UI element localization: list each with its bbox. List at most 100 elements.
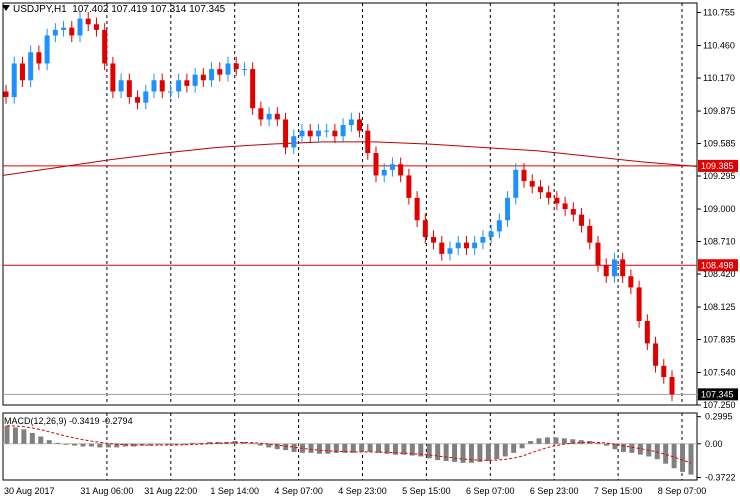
- macd-histogram-bar: [418, 443, 424, 457]
- macd-histogram-bar: [240, 441, 246, 444]
- macd-histogram-bar: [376, 443, 382, 453]
- macd-histogram-bar: [680, 443, 686, 472]
- macd-panel-frame: [2, 412, 698, 481]
- macd-histogram-bar: [654, 443, 660, 460]
- current-price-tag: [698, 388, 738, 401]
- macd-histogram-bar: [443, 443, 449, 461]
- macd-histogram-bar: [511, 443, 517, 453]
- macd-histogram-bar: [232, 441, 238, 444]
- bear-candle: [603, 265, 609, 277]
- bull-candle: [324, 130, 330, 132]
- price-panel-frame: [2, 2, 698, 406]
- y-tick-label: 108.710: [703, 237, 736, 247]
- macd-histogram-bar: [266, 443, 272, 448]
- bull-candle: [192, 74, 198, 86]
- y-tick-label: 107.835: [703, 334, 736, 344]
- bull-candle: [480, 237, 486, 243]
- macd-histogram-bar: [663, 443, 669, 464]
- x-tick-label: 6 Sep 23:00: [530, 486, 579, 496]
- bear-candle: [554, 197, 560, 204]
- macd-histogram-bar: [63, 443, 69, 445]
- macd-histogram-bar: [519, 443, 525, 449]
- y-tick-label: 109.000: [703, 204, 736, 214]
- bull-candle: [505, 197, 511, 221]
- macd-histogram-bar: [553, 437, 559, 444]
- bull-candle: [118, 80, 124, 92]
- bear-candle: [628, 276, 634, 288]
- y-tick-label: 110.170: [703, 73, 735, 83]
- bull-candle: [291, 136, 297, 148]
- macd-histogram-bar: [55, 442, 61, 444]
- bear-candle: [307, 130, 313, 137]
- bear-candle: [357, 119, 363, 131]
- macd-histogram-bar: [72, 443, 78, 446]
- bear-candle: [102, 29, 108, 64]
- bear-candle: [135, 97, 141, 103]
- macd-histogram-bar: [688, 443, 694, 475]
- bear-candle: [184, 80, 190, 86]
- bear-candle: [283, 119, 289, 148]
- macd-histogram-bar: [384, 443, 390, 454]
- macd-histogram-bar: [494, 443, 500, 460]
- macd-histogram-bar: [578, 440, 584, 444]
- bull-candle: [77, 18, 83, 36]
- bear-candle: [93, 24, 99, 30]
- macd-histogram-bar: [88, 443, 94, 447]
- macd-histogram-bar: [477, 443, 483, 462]
- macd-histogram-bar: [308, 443, 314, 453]
- bull-candle: [513, 169, 519, 198]
- bull-candle: [348, 119, 354, 126]
- bull-candle: [28, 52, 34, 81]
- macd-histogram-bar: [274, 443, 280, 450]
- macd-label: MACD(12,26,9) -0.3419 -0.2794: [4, 416, 133, 426]
- bear-candle: [69, 27, 75, 36]
- bull-candle: [44, 35, 50, 64]
- bear-candle: [521, 169, 527, 182]
- macd-histogram-bar: [173, 443, 179, 445]
- macd-histogram-bar: [29, 432, 35, 444]
- bear-candle: [110, 63, 116, 92]
- bull-candle: [340, 125, 346, 137]
- macd-histogram-bar: [671, 443, 677, 469]
- x-tick-label: 6 Sep 07:00: [466, 486, 515, 496]
- macd-histogram-bar: [12, 427, 18, 444]
- x-tick-label: 4 Sep 07:00: [274, 486, 323, 496]
- bull-candle: [455, 242, 461, 249]
- macd-histogram-bar: [122, 443, 128, 447]
- macd-signal-line: [6, 425, 692, 464]
- macd-histogram-bar: [637, 443, 643, 455]
- ohlc-label: 107.402 107.419 107.314 107.345: [72, 4, 226, 15]
- macd-histogram-bar: [612, 443, 618, 450]
- macd-histogram-bar: [426, 443, 432, 459]
- bull-candle: [472, 242, 478, 249]
- macd-histogram-bar: [257, 443, 263, 446]
- bear-candle: [332, 130, 338, 137]
- macd-histogram-bar: [409, 443, 415, 456]
- bear-candle: [373, 153, 379, 176]
- macd-histogram-bar: [536, 438, 542, 444]
- symbol-label: USDJPY,H1: [13, 4, 67, 15]
- bear-candle: [217, 69, 223, 75]
- macd-histogram-bar: [528, 441, 534, 444]
- bull-candle: [488, 231, 494, 238]
- bear-candle: [570, 209, 576, 215]
- macd-histogram-bar: [181, 443, 187, 445]
- macd-histogram-bar: [468, 443, 474, 463]
- y-tick-label: 109.875: [703, 106, 736, 116]
- bear-candle: [365, 130, 371, 154]
- macd-histogram-bar: [97, 443, 103, 448]
- y-tick-label: 109.585: [703, 139, 736, 149]
- macd-histogram-bar: [333, 443, 339, 453]
- dropdown-triangle-icon[interactable]: [2, 5, 10, 11]
- bear-candle: [669, 377, 675, 395]
- macd-histogram-bar: [570, 439, 576, 444]
- y-tick-label: 107.250: [703, 400, 736, 410]
- bear-candle: [431, 237, 437, 243]
- macd-histogram-bar: [249, 442, 255, 444]
- macd-histogram-bar: [350, 443, 356, 453]
- x-tick-label: 31 Aug 06:00: [80, 486, 133, 496]
- bear-candle: [19, 63, 25, 81]
- bull-candle: [389, 164, 395, 170]
